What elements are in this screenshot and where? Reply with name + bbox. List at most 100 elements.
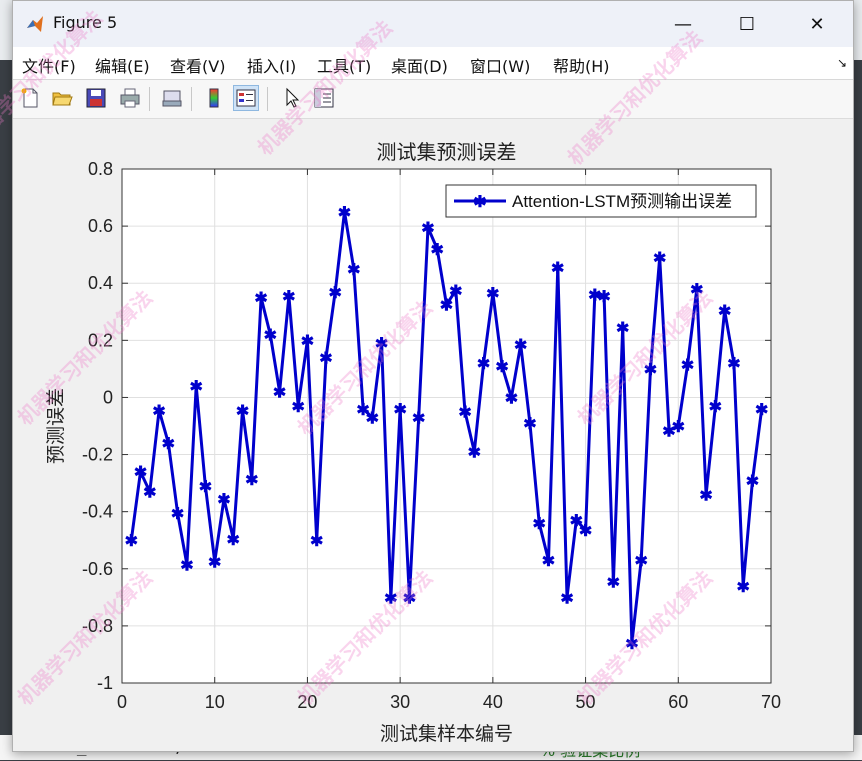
- data-point: ✱: [421, 221, 434, 238]
- data-point: ✱: [171, 506, 184, 523]
- axes-box: [121, 168, 772, 684]
- data-point: ✱: [616, 320, 629, 337]
- data-point: ✱: [644, 362, 657, 379]
- data-point: ✱: [505, 390, 518, 407]
- y-tick-label: 0.2: [88, 330, 113, 350]
- data-point: ✱: [533, 516, 546, 533]
- data-point: ✱: [736, 579, 749, 596]
- x-tick-label: 40: [483, 692, 503, 712]
- data-point: ✱: [449, 283, 462, 300]
- data-point: ✱: [570, 513, 583, 530]
- menu-window[interactable]: 窗口(W): [470, 57, 531, 76]
- plot-area: [122, 169, 771, 683]
- data-point: ✱: [208, 555, 221, 572]
- open-file-icon[interactable]: [49, 85, 75, 111]
- menu-help[interactable]: 帮助(H): [553, 57, 610, 76]
- x-tick-label: 30: [390, 692, 410, 712]
- x-tick-label: 10: [205, 692, 225, 712]
- y-tick-label: 0.8: [88, 159, 113, 179]
- data-point: ✱: [440, 298, 453, 315]
- y-tick-label: -0.4: [82, 502, 113, 522]
- data-point: ✱: [356, 402, 369, 419]
- data-point: ✱: [690, 282, 703, 299]
- data-point: ✱: [662, 423, 675, 440]
- toolbar-separator: [267, 87, 268, 111]
- data-point: ✱: [152, 403, 165, 420]
- data-point: ✱: [625, 636, 638, 653]
- axes: [121, 168, 772, 684]
- data-point: ✱: [366, 410, 379, 427]
- legend-marker: ✱: [473, 194, 486, 211]
- figure-toolbar: [13, 80, 853, 119]
- y-tick-label: -0.2: [82, 445, 113, 465]
- data-point: ✱: [338, 205, 351, 222]
- data-point: ✱: [579, 523, 592, 540]
- title-bar[interactable]: Figure 5 — ☐ ✕: [13, 1, 853, 47]
- data-point: ✱: [217, 492, 230, 509]
- matlab-icon: [27, 16, 43, 32]
- data-point: ✱: [180, 557, 193, 574]
- menu-insert[interactable]: 插入(I): [247, 57, 297, 76]
- menu-view[interactable]: 查看(V): [170, 57, 226, 76]
- link-plot-icon[interactable]: [159, 85, 185, 111]
- data-point: ✱: [746, 473, 759, 490]
- x-tick-label: 70: [761, 692, 781, 712]
- menu-tools[interactable]: 工具(T): [317, 57, 372, 76]
- data-point: ✱: [709, 399, 722, 416]
- menu-bar: 文件(F) 编辑(E) 查看(V) 插入(I) 工具(T) 桌面(D) 窗口(W…: [13, 47, 853, 80]
- x-tick-label: 0: [117, 692, 127, 712]
- data-point: ✱: [523, 416, 536, 433]
- data-point: ✱: [412, 410, 425, 427]
- y-tick-label: -0.8: [82, 616, 113, 636]
- data-point: ✱: [282, 289, 295, 306]
- data-point: ✱: [264, 328, 277, 345]
- print-icon[interactable]: [117, 85, 143, 111]
- series-line: [129, 210, 764, 645]
- y-tick-label: 0.4: [88, 273, 113, 293]
- data-point: ✱: [514, 338, 527, 355]
- data-point: ✱: [699, 488, 712, 505]
- toolbar-separator: [191, 87, 192, 111]
- data-point: ✱: [718, 303, 731, 320]
- data-point: ✱: [199, 479, 212, 496]
- legend-icon[interactable]: [233, 85, 259, 111]
- save-icon[interactable]: [83, 85, 109, 111]
- data-point: ✱: [477, 356, 490, 373]
- data-point: ✱: [431, 242, 444, 259]
- data-point: ✱: [254, 291, 267, 308]
- figure-window: Figure 5 — ☐ ✕ 文件(F) 编辑(E) 查看(V) 插入(I) 工…: [12, 0, 854, 752]
- data-point: ✱: [458, 405, 471, 422]
- tick-labels: 0 10 20 30 40 50 60 70 -1 -0.8 -0.6 -0.4 -0.2 0 0.2 0.4…: [82, 159, 781, 712]
- new-figure-icon[interactable]: [17, 85, 43, 111]
- minimize-button[interactable]: —: [674, 13, 692, 35]
- figure-canvas[interactable]: 0 10 20 30 40 50 60 70 -1 -0.8 -0.6 -0.4 -0.2 0 0.2 0.4…: [13, 119, 853, 751]
- data-point: ✱: [653, 251, 666, 268]
- dock-arrow-icon[interactable]: ↘: [836, 56, 847, 70]
- y-tick-label: 0: [103, 387, 113, 407]
- close-button[interactable]: ✕: [809, 13, 825, 35]
- data-point: ✱: [134, 465, 147, 482]
- x-tick-label: 20: [297, 692, 317, 712]
- data-point: ✱: [189, 379, 202, 396]
- colorbar-icon[interactable]: [201, 85, 227, 111]
- data-point: ✱: [227, 532, 240, 549]
- data-point: ✱: [551, 261, 564, 278]
- data-point: ✱: [403, 590, 416, 607]
- data-point: ✱: [560, 590, 573, 607]
- data-point: ✱: [245, 472, 258, 489]
- data-point: ✱: [634, 553, 647, 570]
- maximize-button[interactable]: ☐: [738, 13, 756, 35]
- menu-edit[interactable]: 编辑(E): [95, 57, 150, 76]
- data-point: ✱: [681, 358, 694, 375]
- property-inspector-icon[interactable]: [311, 85, 337, 111]
- menu-file[interactable]: 文件(F): [22, 57, 76, 76]
- pointer-icon[interactable]: [279, 85, 305, 111]
- data-point: ✱: [542, 553, 555, 570]
- legend[interactable]: ✱ Attention-LSTM预测输出误差: [445, 184, 757, 218]
- data-point: ✱: [125, 533, 138, 550]
- line-chart[interactable]: 0 10 20 30 40 50 60 70 -1 -0.8 -0.6 -0.4 -0.2 0 0.2 0.4…: [13, 119, 853, 751]
- data-point: ✱: [672, 419, 685, 436]
- data-point: ✱: [329, 285, 342, 302]
- data-point: ✱: [291, 399, 304, 416]
- menu-desktop[interactable]: 桌面(D): [391, 57, 448, 76]
